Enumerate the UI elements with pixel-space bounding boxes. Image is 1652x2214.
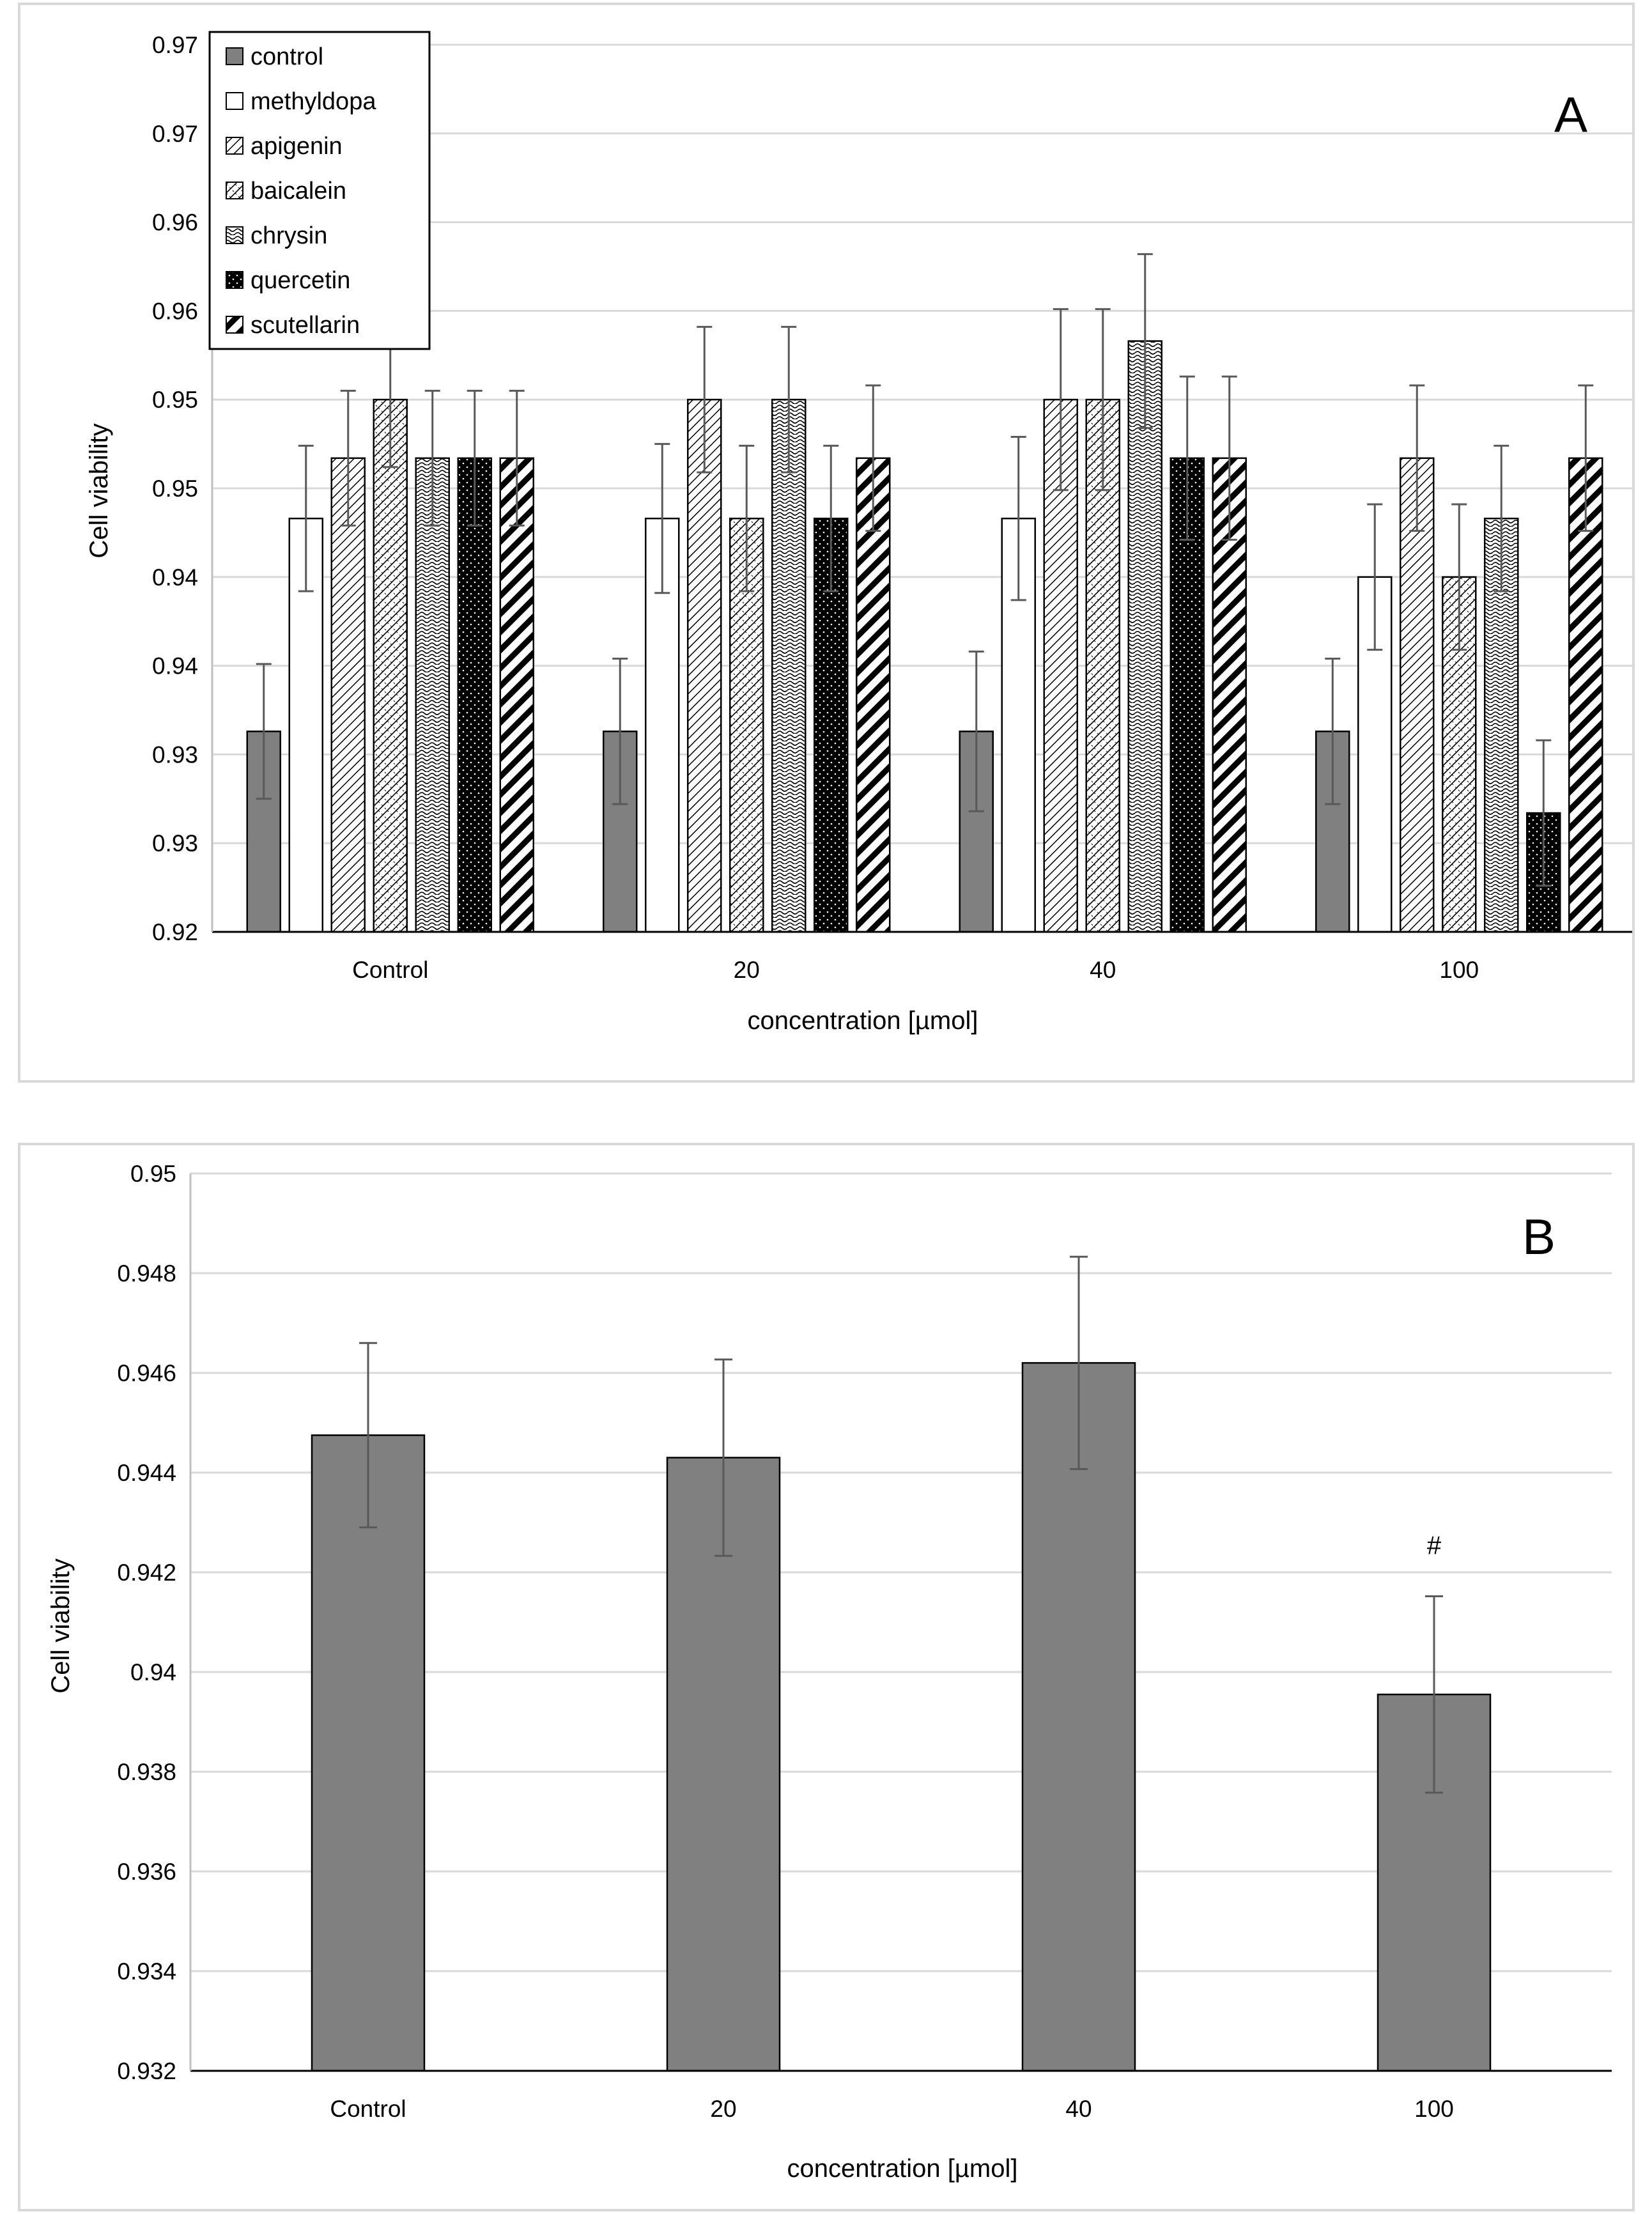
- x-tick-label: 100: [1414, 2096, 1454, 2122]
- legend-box: [208, 31, 431, 350]
- y-tick-label: 0.95: [130, 1161, 176, 1187]
- panel-label: A: [1554, 86, 1587, 143]
- bar: [1021, 1362, 1136, 2072]
- legend-swatch: [226, 182, 243, 199]
- legend-label: apigenin: [251, 133, 343, 160]
- chart-a-svg: 0.92 0.93 0.93 0.94 0.94 0.95 0.95 0.96 0.96 0.97…: [85, 31, 1632, 1035]
- x-tick-label: 100: [1439, 957, 1479, 983]
- legend-item: control: [226, 43, 323, 70]
- legend-label: scutellarin: [251, 312, 360, 339]
- chart-panel-a: 0.92 0.93 0.93 0.94 0.94 0.95 0.95 0.96 0.96 0.97…: [18, 3, 1635, 1083]
- bar: [771, 398, 807, 933]
- bar-group: #: [1377, 1531, 1492, 2072]
- bar: [687, 398, 722, 933]
- y-tick-label: 0.938: [117, 1759, 176, 1785]
- x-tick-label: Control: [352, 957, 428, 983]
- y-tick-label: 0.94: [130, 1659, 176, 1685]
- y-tick-label: 0.92: [152, 919, 198, 945]
- grid-lines: [190, 1172, 1612, 1972]
- y-tick-label: 0.934: [117, 1958, 176, 1985]
- y-tick-label: 0.95: [152, 387, 198, 413]
- bar: [499, 457, 534, 933]
- y-tick-label: 0.942: [117, 1560, 176, 1586]
- significance-mark: #: [1427, 1531, 1442, 1560]
- bar: [1127, 340, 1162, 933]
- y-tick-label: 0.96: [152, 210, 198, 236]
- y-tick-label: 0.94: [152, 564, 198, 591]
- legend-label: methyldopa: [251, 88, 376, 115]
- legend-label: control: [251, 43, 323, 70]
- y-tick-label: 0.932: [117, 2058, 176, 2084]
- y-tick-label: 0.96: [152, 298, 198, 324]
- bar-group: [311, 1342, 426, 2072]
- chart-b-svg: 0.932 0.934 0.936 0.938 0.94 0.942 0.944 0.946 0…: [47, 1161, 1612, 2183]
- bar-group: [666, 1358, 781, 2072]
- bar: [666, 1457, 781, 2072]
- bar: [330, 457, 366, 933]
- bar-groups: #: [311, 1255, 1492, 2072]
- y-tick-label: 0.97: [152, 32, 198, 58]
- legend-label: chrysin: [251, 222, 327, 249]
- y-axis-ticks: 0.932 0.934 0.936 0.938 0.94 0.942 0.944 0.946 0…: [117, 1161, 176, 2084]
- bar-group: [603, 325, 891, 933]
- legend-swatch: [226, 137, 243, 155]
- legend-swatch: [226, 47, 243, 65]
- legend-item: apigenin: [226, 133, 343, 160]
- x-axis-ticks: Control 20 40 100: [330, 2096, 1454, 2122]
- bar-group: [1315, 384, 1603, 933]
- bar-group: [246, 331, 534, 933]
- y-tick-label: 0.97: [152, 121, 198, 147]
- bar: [457, 457, 492, 933]
- bar: [311, 1434, 426, 2072]
- y-axis-title: Cell viability: [85, 423, 113, 558]
- bar-groups: [246, 253, 1603, 933]
- y-tick-label: 0.95: [152, 476, 198, 502]
- y-axis-title: Cell viability: [47, 1558, 75, 1693]
- x-tick-label: 40: [1065, 2096, 1092, 2122]
- y-axis-ticks: 0.92 0.93 0.93 0.94 0.94 0.95 0.95 0.96 0.96 0.97…: [152, 32, 198, 945]
- legend-label: baicalein: [251, 178, 346, 205]
- x-axis-ticks: Control 20 40 100: [352, 957, 1479, 983]
- legend-item: scutellarin: [226, 312, 360, 339]
- legend-swatch: [226, 92, 243, 110]
- legend-item: chrysin: [226, 222, 327, 249]
- legend-item: methyldopa: [226, 88, 376, 115]
- bar: [415, 457, 450, 933]
- x-axis-title: concentration [µmol]: [748, 1007, 978, 1035]
- panel-label: B: [1522, 1209, 1556, 1265]
- legend-label: quercetin: [251, 267, 350, 294]
- y-tick-label: 0.948: [117, 1260, 176, 1287]
- legend: control methyldopa apigenin baicalein chrysi…: [208, 31, 431, 350]
- x-tick-label: 20: [734, 957, 760, 983]
- y-tick-label: 0.944: [117, 1460, 176, 1486]
- y-tick-label: 0.946: [117, 1360, 176, 1386]
- chart-panel-b: 0.932 0.934 0.936 0.938 0.94 0.942 0.944 0.946 0…: [18, 1143, 1635, 2211]
- bar: [373, 398, 408, 933]
- x-tick-label: 40: [1090, 957, 1116, 983]
- legend-swatch: [226, 226, 243, 244]
- legend-swatch: [226, 316, 243, 334]
- legend-item: baicalein: [226, 178, 346, 205]
- y-tick-label: 0.93: [152, 741, 198, 768]
- legend-swatch: [226, 271, 243, 289]
- y-tick-label: 0.94: [152, 653, 198, 679]
- bar-group: [959, 253, 1247, 933]
- x-tick-label: 20: [710, 2096, 736, 2122]
- y-tick-label: 0.936: [117, 1859, 176, 1885]
- y-tick-label: 0.93: [152, 830, 198, 856]
- legend-item: quercetin: [226, 267, 350, 294]
- bar-group: [1021, 1255, 1136, 2072]
- x-axis-title: concentration [µmol]: [787, 2155, 1018, 2183]
- x-tick-label: Control: [330, 2096, 406, 2122]
